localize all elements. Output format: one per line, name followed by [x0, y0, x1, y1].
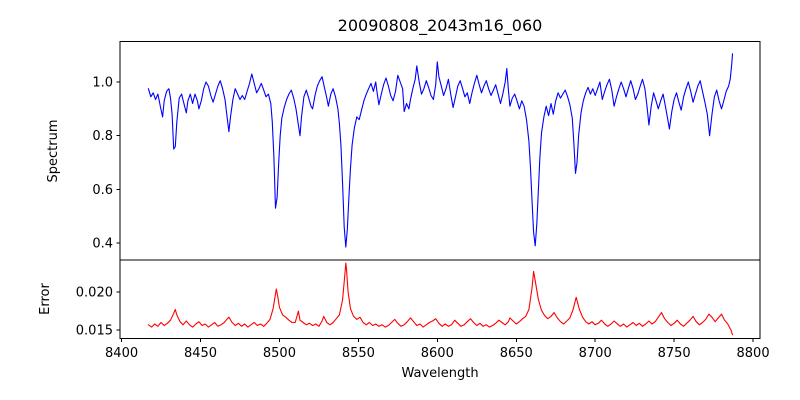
x-tick-label: 8550 — [342, 346, 375, 361]
x-tick-label: 8800 — [737, 346, 770, 361]
error-y-tick-label: 0.015 — [76, 324, 113, 339]
spectrum-y-axis-label: Spectrum — [46, 120, 61, 183]
plot-area: 0.4 0.6 0.8 1.0 0.015 0.020 8400 8450 8500 8550 86… — [76, 41, 770, 361]
x-tick-label: 8600 — [421, 346, 454, 361]
x-tick-label: 8650 — [500, 346, 533, 361]
x-tick-label: 8500 — [263, 346, 296, 361]
error-frame — [119, 259, 761, 339]
x-axis-label: Wavelength — [401, 366, 478, 381]
error-line — [147, 262, 734, 336]
spectrum-y-tick-label: 0.8 — [92, 129, 113, 144]
spectrum-line — [147, 53, 734, 248]
spectrum-y-tick-label: 1.0 — [92, 76, 113, 91]
x-tick-label: 8750 — [658, 346, 691, 361]
chart-title: 20090808_2043m16_060 — [338, 16, 543, 36]
spectrum-y-tick-label: 0.4 — [92, 237, 113, 252]
x-tick-label: 8700 — [579, 346, 612, 361]
error-y-tick-label: 0.020 — [76, 286, 113, 301]
spectrum-panel: 0.4 0.6 0.8 1.0 — [92, 41, 761, 261]
error-y-axis-label: Error — [38, 283, 53, 315]
spectrum-y-tick-label: 0.6 — [92, 183, 113, 198]
x-tick-label: 8400 — [105, 346, 138, 361]
x-tick-label: 8450 — [184, 346, 217, 361]
error-panel: 0.015 0.020 — [76, 259, 761, 339]
spectrum-frame — [119, 41, 761, 261]
